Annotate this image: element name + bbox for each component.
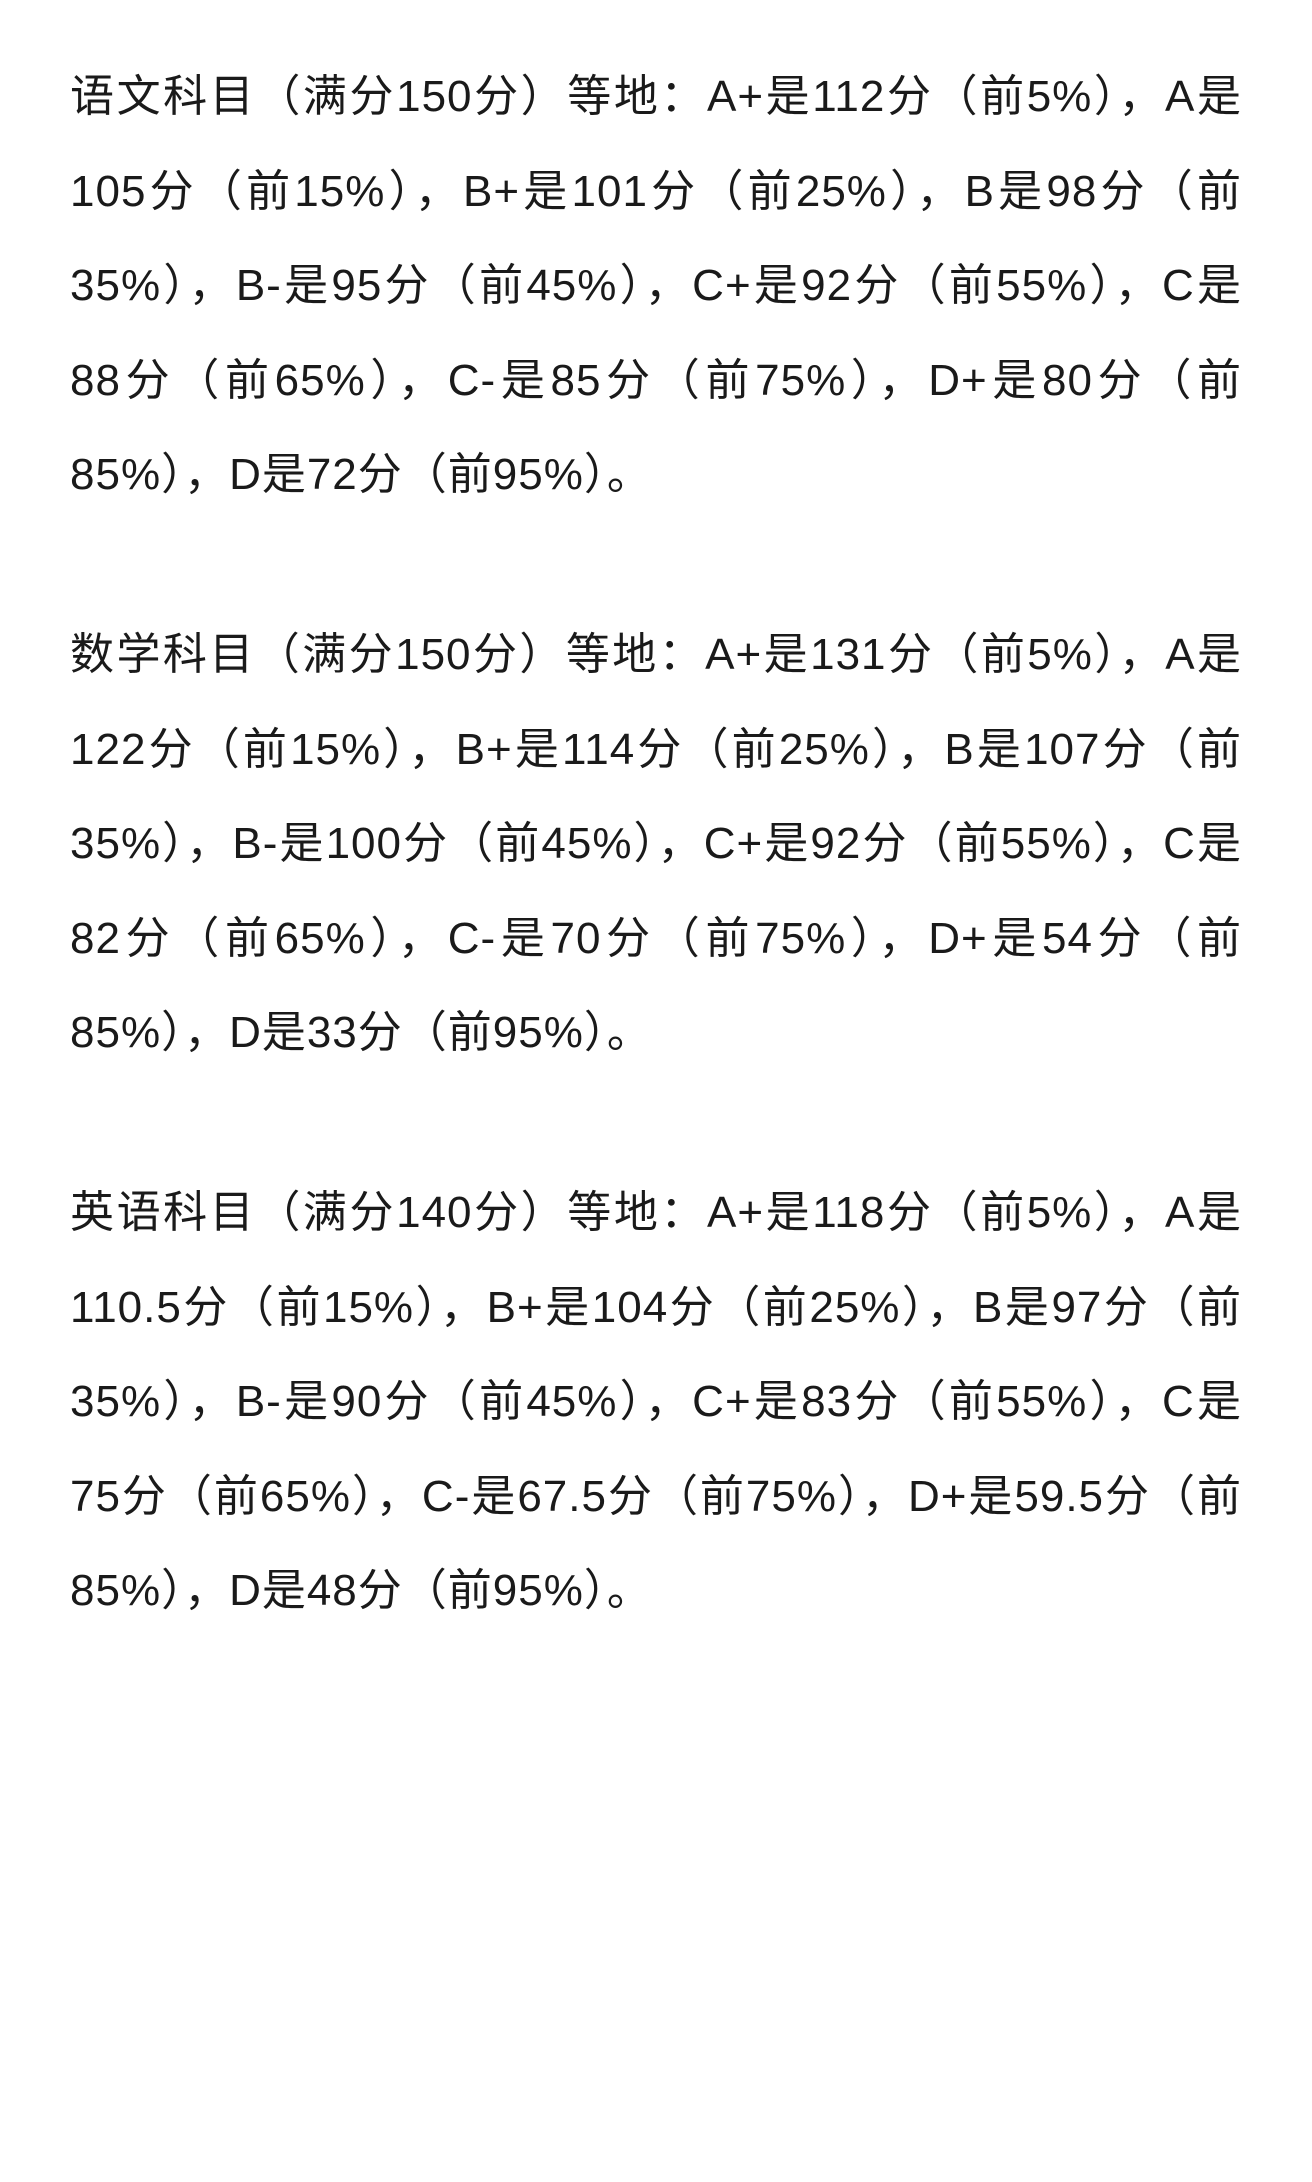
paragraph-math: 数学科目（满分150分）等地：A+是131分（前5%），A是122分（前15%）… (70, 608, 1242, 1081)
paragraph-english: 英语科目（满分140分）等地：A+是118分（前5%），A是110.5分（前15… (70, 1166, 1242, 1639)
paragraph-chinese: 语文科目（满分150分）等地：A+是112分（前5%），A是105分（前15%）… (70, 50, 1242, 523)
